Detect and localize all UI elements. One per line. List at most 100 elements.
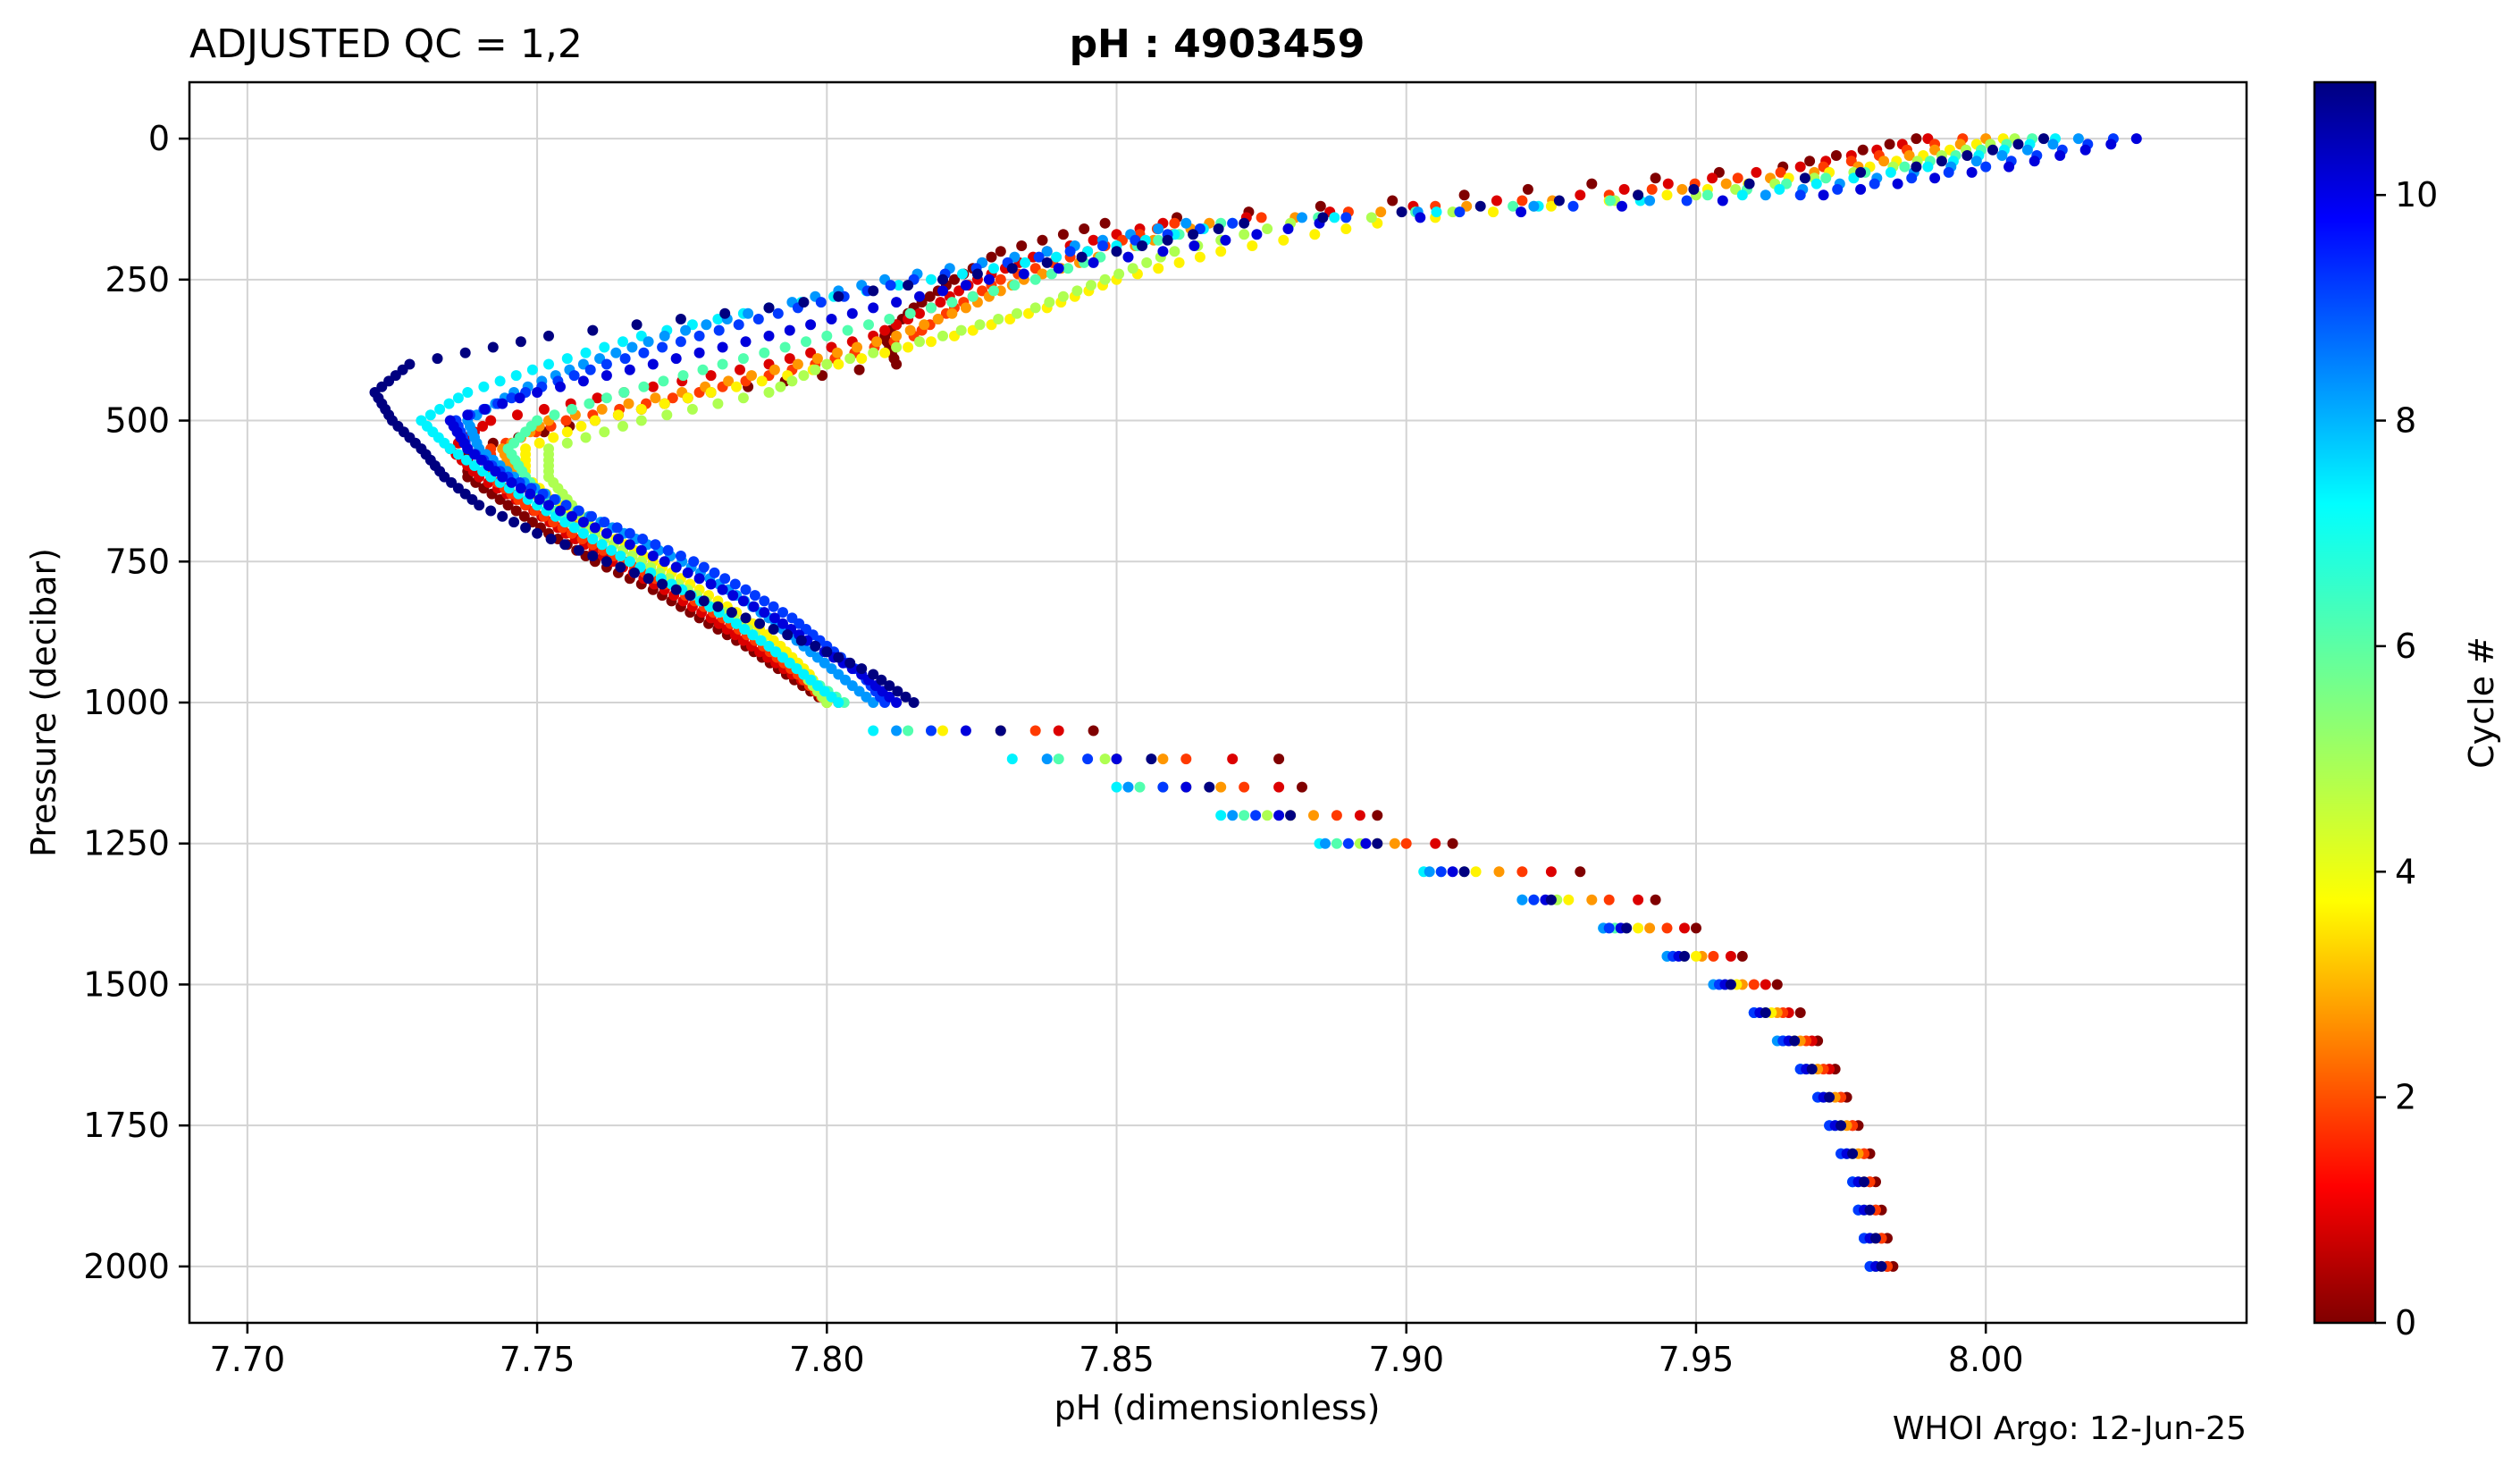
data-point: [926, 302, 937, 314]
data-point: [792, 358, 803, 370]
data-point: [631, 319, 643, 331]
data-point: [514, 392, 525, 404]
data-point: [885, 280, 896, 291]
data-point: [1458, 189, 1470, 201]
data-point: [1774, 183, 1785, 195]
data-point: [769, 364, 780, 375]
data-point: [833, 652, 844, 663]
data-point: [2047, 139, 2059, 150]
data-point: [685, 590, 696, 602]
data-point: [712, 601, 724, 612]
data-point: [893, 280, 904, 291]
data-point: [508, 517, 520, 528]
data-point: [1493, 866, 1505, 878]
data-point: [545, 534, 557, 544]
data-point: [2105, 139, 2117, 150]
data-point: [1340, 212, 1352, 223]
chart-title-left: ADJUSTED QC = 1,2: [189, 21, 583, 67]
data-point: [626, 341, 638, 353]
data-point: [786, 375, 798, 387]
data-point: [1644, 195, 1656, 206]
data-point: [833, 290, 844, 302]
data-point: [532, 527, 543, 539]
data-point: [914, 336, 925, 348]
data-point: [1053, 725, 1064, 736]
data-point: [1044, 297, 1055, 308]
data-point: [617, 420, 628, 432]
data-point: [852, 341, 862, 353]
data-point: [1146, 753, 1157, 765]
data-point: [1725, 950, 1736, 962]
data-point: [584, 364, 596, 375]
data-point: [960, 302, 971, 314]
data-point: [1789, 1035, 1801, 1047]
data-point: [914, 290, 925, 302]
data-point: [1488, 206, 1499, 218]
data-point: [1239, 810, 1250, 821]
data-point: [995, 274, 1006, 285]
data-point: [937, 274, 948, 285]
data-point: [946, 297, 958, 308]
data-point: [1717, 195, 1728, 206]
data-point: [675, 551, 686, 561]
data-point: [1911, 161, 1922, 173]
data-point: [815, 297, 827, 308]
data-point: [1188, 229, 1199, 240]
data-point: [1153, 223, 1164, 234]
y-tick-label: 0: [148, 119, 170, 158]
data-point: [624, 539, 635, 551]
data-point: [1153, 263, 1164, 274]
data-point: [599, 426, 610, 438]
data-point: [1273, 810, 1285, 821]
data-point: [903, 341, 914, 353]
data-point: [1732, 173, 1743, 184]
data-point: [1076, 251, 1088, 263]
data-point: [682, 392, 693, 404]
data-point: [1725, 979, 1736, 990]
data-point: [1097, 240, 1108, 251]
data-point: [826, 314, 837, 324]
data-point: [601, 358, 612, 370]
data-point: [1372, 838, 1383, 849]
data-point: [1320, 838, 1331, 849]
data-point: [647, 358, 659, 370]
data-point: [533, 437, 545, 449]
data-point: [960, 280, 971, 291]
data-point: [983, 274, 995, 285]
data-point: [1180, 753, 1192, 765]
y-tick-label: 750: [105, 542, 170, 581]
data-point: [615, 551, 626, 561]
data-point: [746, 370, 757, 382]
data-point: [1169, 217, 1180, 229]
data-point: [705, 370, 717, 382]
data-point: [1111, 781, 1122, 793]
data-point: [601, 392, 612, 404]
data-point: [1470, 866, 1482, 878]
data-point: [478, 381, 490, 392]
data-point: [1633, 894, 1644, 905]
data-point: [444, 443, 456, 455]
data-point: [561, 437, 573, 449]
data-point: [937, 330, 948, 341]
data-point: [1650, 173, 1661, 184]
data-point: [1099, 274, 1111, 285]
data-point: [737, 353, 749, 365]
data-point: [1903, 150, 1915, 161]
data-point: [1227, 217, 1239, 229]
data-point: [769, 612, 780, 624]
data-point: [1650, 894, 1661, 905]
data-point: [784, 353, 795, 365]
data-point: [1173, 257, 1185, 268]
data-point: [1603, 894, 1615, 905]
data-point: [1071, 285, 1083, 297]
data-point: [1760, 189, 1771, 201]
data-point: [1830, 150, 1842, 161]
data-point: [647, 551, 659, 561]
data-point: [844, 657, 856, 669]
data-point: [821, 646, 833, 658]
data-point: [795, 635, 807, 646]
data-point: [659, 556, 670, 568]
data-point: [1387, 195, 1399, 206]
data-point: [647, 381, 659, 392]
data-point: [733, 319, 744, 331]
